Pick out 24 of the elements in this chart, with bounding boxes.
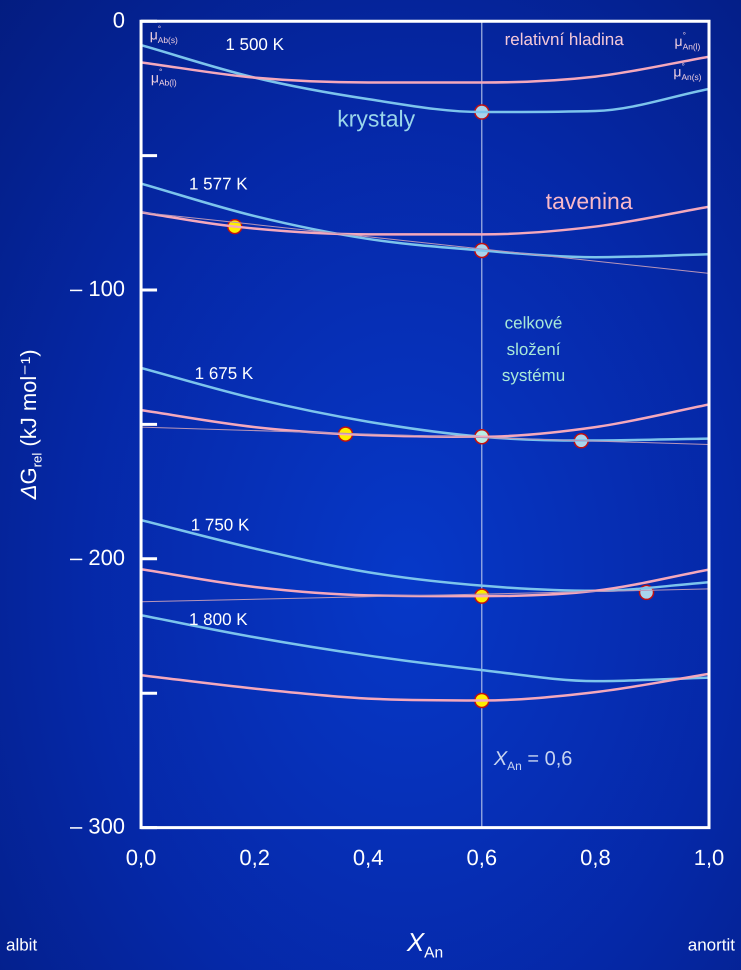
- y-tick-label: 0: [112, 7, 126, 32]
- x-tick-label: 0,4: [352, 844, 384, 870]
- line-series: [141, 518, 709, 592]
- x-tick-label: 1,0: [694, 844, 724, 870]
- annotation: relativní hladina: [504, 30, 624, 50]
- annotation: krystaly: [337, 106, 416, 132]
- annotation: 1 500 K: [225, 35, 285, 54]
- y-tick-label: – 200: [70, 544, 126, 570]
- y-tick-label: – 100: [70, 276, 126, 302]
- annotation: 1 675 K: [194, 364, 254, 384]
- x-tick-label: 0,8: [580, 844, 611, 870]
- x-tick-label: 0,2: [239, 844, 270, 870]
- annotation: celkové složení systému: [502, 314, 566, 386]
- text: albit: [6, 936, 38, 955]
- y-tick-label: – 300: [70, 814, 126, 839]
- y-axis-title: ΔGrel (kJ mol⁻¹): [16, 349, 44, 500]
- line-series: [141, 614, 709, 682]
- x-tick-label: 0,0: [126, 844, 156, 870]
- annotation: 1 577 K: [188, 174, 248, 194]
- annotation: tavenina: [546, 188, 633, 214]
- annotation: 1 750 K: [190, 516, 250, 535]
- annotation: 1 800 K: [188, 610, 248, 630]
- text: anortit: [688, 936, 736, 955]
- x-tick-label: 0,6: [466, 844, 498, 870]
